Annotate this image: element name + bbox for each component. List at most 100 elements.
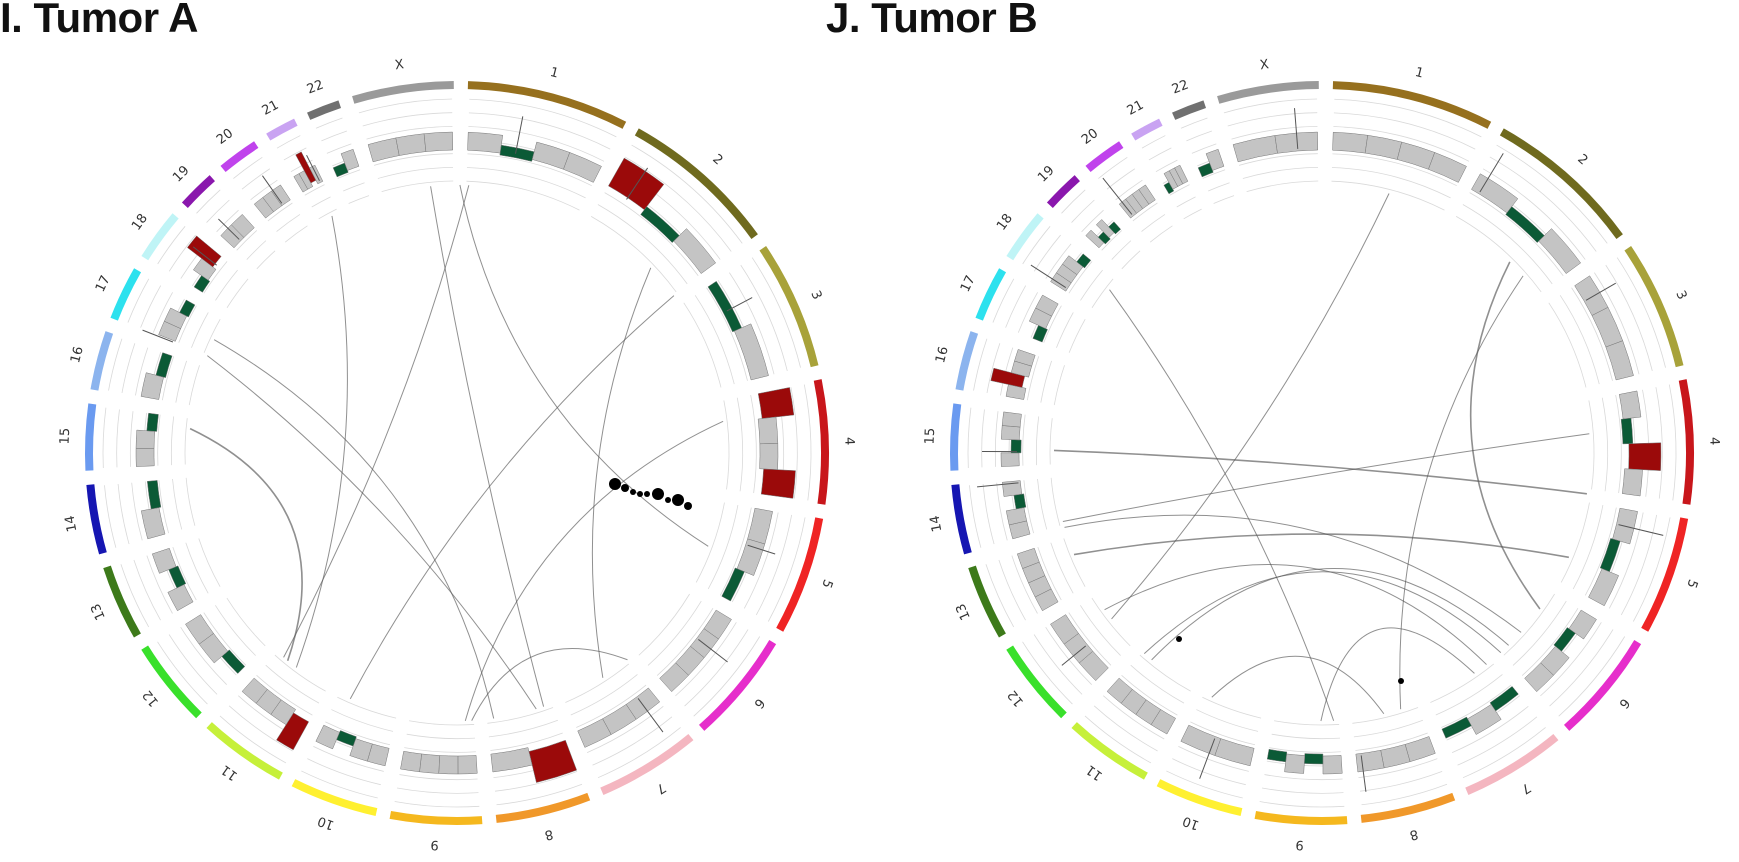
copy-number-segment: [490, 747, 533, 773]
track-gridline: [1040, 360, 1052, 403]
sv-link: [459, 184, 709, 547]
track-gridline: [120, 564, 150, 628]
mutation-point: [630, 489, 636, 495]
ideogram-segment: [1360, 792, 1456, 823]
ideogram-segment: [1156, 779, 1243, 816]
track-gridline: [117, 483, 130, 545]
ideogram-segment: [1071, 722, 1148, 780]
chromosome-19: 19: [1035, 163, 1141, 270]
copy-number-segment: [1621, 468, 1643, 497]
track-gridline: [1132, 202, 1158, 222]
track-gridline: [325, 721, 391, 746]
chromosome-label: 20: [1079, 126, 1101, 148]
variant-spike: [515, 116, 524, 154]
copy-number-segment: [1266, 749, 1288, 763]
ideogram-segment: [220, 141, 259, 173]
copy-number-segment: [400, 750, 422, 773]
track-gridline: [1261, 787, 1344, 794]
copy-number-segment: [1106, 677, 1133, 704]
track-gridline: [1115, 179, 1143, 201]
copy-number-segment: [1014, 349, 1036, 367]
copy-number-segment: [659, 662, 689, 693]
chromosome-3: 3: [683, 246, 824, 388]
chromosome-17: 17: [93, 268, 221, 353]
track-gridline: [1050, 477, 1061, 526]
track-gridline: [466, 180, 580, 211]
track-gridline: [185, 477, 196, 526]
copy-number-segment: [1214, 738, 1255, 767]
chromosome-label: 1: [548, 65, 560, 82]
ideogram-segment: [1332, 81, 1492, 129]
track-gridline: [1080, 605, 1121, 656]
variant-spike: [218, 218, 240, 240]
copy-number-segment: [736, 538, 766, 576]
track-gridline: [1559, 295, 1600, 385]
track-gridline: [131, 482, 143, 541]
copy-number-segment: [1050, 614, 1079, 645]
chromosome-label: 8: [543, 826, 555, 843]
ideogram-segment: [1046, 175, 1080, 208]
track-gridline: [1101, 230, 1123, 251]
track-gridline: [1331, 180, 1445, 211]
chromosome-label: 1: [1413, 65, 1425, 82]
track-gridline: [1186, 130, 1212, 142]
track-gridline: [203, 612, 247, 666]
track-gridline: [973, 338, 988, 391]
variant-spike: [747, 544, 776, 555]
copy-number-segment: [1553, 627, 1576, 652]
variant-spike: [1199, 738, 1216, 779]
track-gridline: [1238, 153, 1318, 166]
copy-number-segment: [759, 443, 779, 470]
chromosome-label: 2: [1574, 152, 1590, 169]
track-gridline: [140, 285, 162, 328]
chromosome-4: 4: [1588, 379, 1721, 505]
ideogram-segment: [352, 81, 454, 104]
chromosome-label: 4: [841, 437, 856, 446]
copy-number-segment: [640, 206, 680, 243]
sv-link: [189, 427, 303, 661]
chromosome-label: 5: [1683, 577, 1700, 590]
ideogram-segment: [181, 175, 215, 208]
chromosome-x: X: [352, 57, 454, 193]
track-gridline: [1141, 214, 1166, 232]
track-gridline: [381, 180, 454, 193]
track-gridline: [468, 112, 611, 150]
track-gridline: [706, 287, 748, 381]
track-gridline: [467, 153, 592, 187]
track-gridline: [184, 418, 188, 465]
track-gridline: [638, 593, 690, 656]
track-gridline: [488, 719, 559, 738]
chromosome-21: 21: [1125, 98, 1202, 220]
track-gridline: [1141, 135, 1166, 149]
track-gridline: [226, 278, 249, 308]
copy-number-segment: [1605, 340, 1634, 381]
copy-number-segment: [760, 468, 796, 499]
copy-number-segment: [1599, 538, 1621, 573]
chromosome-label: 12: [140, 687, 162, 709]
track-gridline: [1540, 622, 1602, 697]
track-gridline: [157, 641, 208, 705]
track-gridline: [1139, 654, 1191, 692]
chromosome-label: 8: [1408, 826, 1420, 843]
chromosome-3: 3: [1548, 246, 1689, 388]
ideogram-segment: [1624, 246, 1684, 368]
mutation-point: [1176, 636, 1182, 642]
track-gridline: [751, 257, 801, 368]
track-gridline: [992, 278, 1015, 323]
chromosome-13: 13: [953, 538, 1086, 638]
chromosome-label: 7: [1518, 779, 1533, 796]
ideogram-segment: [291, 779, 378, 816]
structural-variant-links: [1053, 193, 1590, 722]
ideogram-segment: [968, 565, 1006, 638]
chromosome-2: 2: [590, 128, 758, 293]
track-gridline: [215, 269, 238, 301]
chromosome-label: 5: [818, 577, 835, 590]
track-gridline: [1430, 663, 1495, 703]
track-gridline: [1121, 250, 1141, 270]
copy-number-segment: [340, 148, 360, 171]
track-gridline: [326, 143, 352, 154]
track-gridline: [362, 112, 453, 127]
copy-number-segment: [1076, 253, 1092, 269]
track-gridline: [399, 774, 478, 781]
